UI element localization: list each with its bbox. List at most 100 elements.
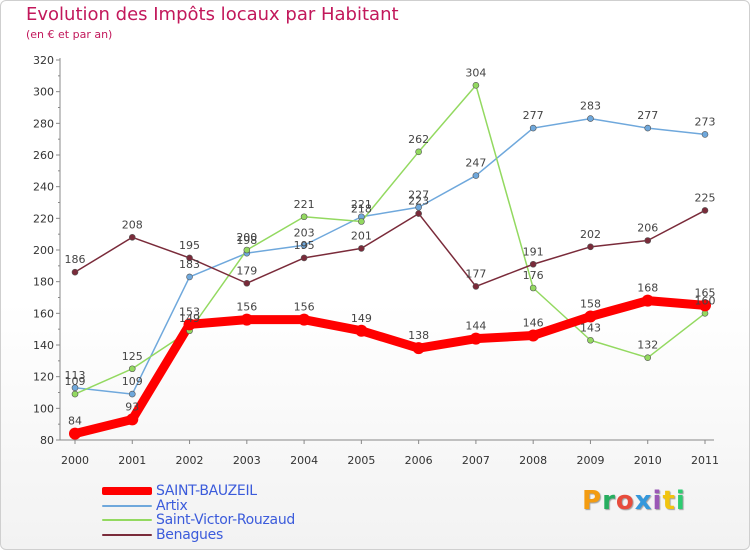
data-label: 153 (179, 305, 200, 318)
data-point (415, 203, 422, 211)
data-label: 277 (523, 109, 544, 122)
data-point (412, 342, 425, 355)
data-point (355, 324, 368, 337)
data-label: 183 (179, 258, 200, 271)
data-point (701, 131, 709, 138)
data-label: 208 (122, 218, 143, 231)
logo-letter: t (662, 486, 676, 516)
y-tick-label: 200 (33, 244, 54, 257)
data-point (243, 279, 251, 287)
data-label: 195 (294, 239, 315, 252)
legend-label: Saint-Victor-Rouzaud (156, 512, 295, 529)
data-label: 221 (294, 198, 315, 211)
data-label: 168 (637, 282, 658, 295)
x-tick-label: 2008 (519, 454, 547, 467)
data-point (469, 332, 482, 345)
data-point (69, 427, 81, 440)
data-point (300, 254, 308, 262)
y-tick-label: 280 (33, 117, 54, 130)
proxiti-logo: Proxiti (582, 486, 686, 516)
data-label: 160 (695, 294, 716, 307)
data-label: 165 (695, 286, 716, 299)
data-label: 109 (65, 375, 86, 388)
series-lines (70, 84, 710, 439)
data-point (472, 283, 480, 290)
logo-letter: i (675, 486, 686, 516)
data-point (644, 124, 652, 132)
data-point (472, 172, 480, 179)
y-tick-label: 240 (33, 181, 54, 194)
x-tick-label: 2003 (233, 454, 261, 467)
data-label: 221 (351, 198, 372, 211)
series-points (69, 82, 711, 440)
data-point (415, 210, 422, 217)
series-line-artix (74, 117, 706, 395)
series-line-saint-bauzeil (70, 296, 710, 439)
x-tick-label: 2009 (576, 454, 604, 467)
legend-item-artix: Artix (102, 499, 295, 514)
data-point (243, 246, 251, 254)
data-label: 125 (122, 350, 143, 363)
data-point (527, 329, 540, 342)
data-point (472, 82, 480, 89)
x-tick-label: 2007 (462, 454, 490, 467)
logo-letter: r (602, 486, 616, 516)
data-label: 93 (125, 400, 139, 413)
data-point (300, 241, 308, 249)
data-label: 247 (465, 157, 486, 170)
data-point (587, 115, 594, 122)
data-label: 186 (65, 253, 86, 266)
data-point (126, 413, 139, 426)
data-label: 144 (465, 320, 486, 333)
data-point (584, 310, 597, 323)
data-label: 262 (408, 133, 429, 146)
data-label: 200 (236, 231, 257, 244)
data-point (358, 245, 365, 252)
axes: 80 100 120 140 160 180 200 220 240 260 280 300 320 20… (33, 54, 719, 467)
legend-item-saint-victor-rouzaud: Saint-Victor-Rouzaud (102, 513, 295, 528)
legend-swatch (102, 533, 152, 536)
data-point (644, 237, 652, 244)
x-tick-label: 2011 (691, 454, 719, 467)
x-tick-label: 2004 (290, 454, 318, 467)
data-label: 225 (695, 191, 716, 204)
series-line-saint-victor-rouzaud (74, 84, 706, 395)
legend-item-benagues: Benagues (102, 528, 295, 543)
data-label: 227 (408, 188, 429, 201)
legend-label: SAINT-BAUZEIL (156, 483, 257, 500)
logo-letter: i (652, 486, 663, 516)
y-tick-label: 180 (33, 276, 54, 289)
data-label: 109 (122, 375, 143, 388)
data-point (71, 268, 79, 276)
data-point (358, 218, 365, 225)
y-tick-label: 100 (33, 402, 54, 415)
data-label: 223 (408, 195, 429, 208)
legend-swatch (102, 504, 152, 507)
data-point (641, 294, 654, 307)
legend-swatch (102, 487, 152, 496)
logo-letter: x (634, 486, 653, 516)
data-point (240, 313, 253, 326)
y-tick-label: 220 (33, 212, 54, 225)
y-tick-label: 260 (33, 149, 54, 162)
data-point (186, 273, 193, 281)
data-label: 132 (637, 339, 658, 352)
legend-label: Benagues (156, 526, 223, 543)
x-tick-label: 2000 (61, 454, 89, 467)
data-label: 177 (465, 267, 486, 280)
logo-letter: P (582, 486, 603, 516)
x-tick-label: 2005 (347, 454, 375, 467)
y-tick-label: 80 (40, 434, 54, 447)
data-point (128, 365, 136, 373)
data-label: 149 (179, 312, 200, 325)
data-label: 149 (351, 312, 372, 325)
x-tick-label: 2001 (118, 454, 146, 467)
data-label: 146 (523, 317, 544, 330)
x-tick-label: 2010 (634, 454, 662, 467)
y-tick-label: 120 (33, 371, 54, 384)
legend-item-saint-bauzeil: SAINT-BAUZEIL (102, 484, 295, 499)
data-label: 201 (351, 229, 372, 242)
data-label: 143 (580, 321, 601, 334)
